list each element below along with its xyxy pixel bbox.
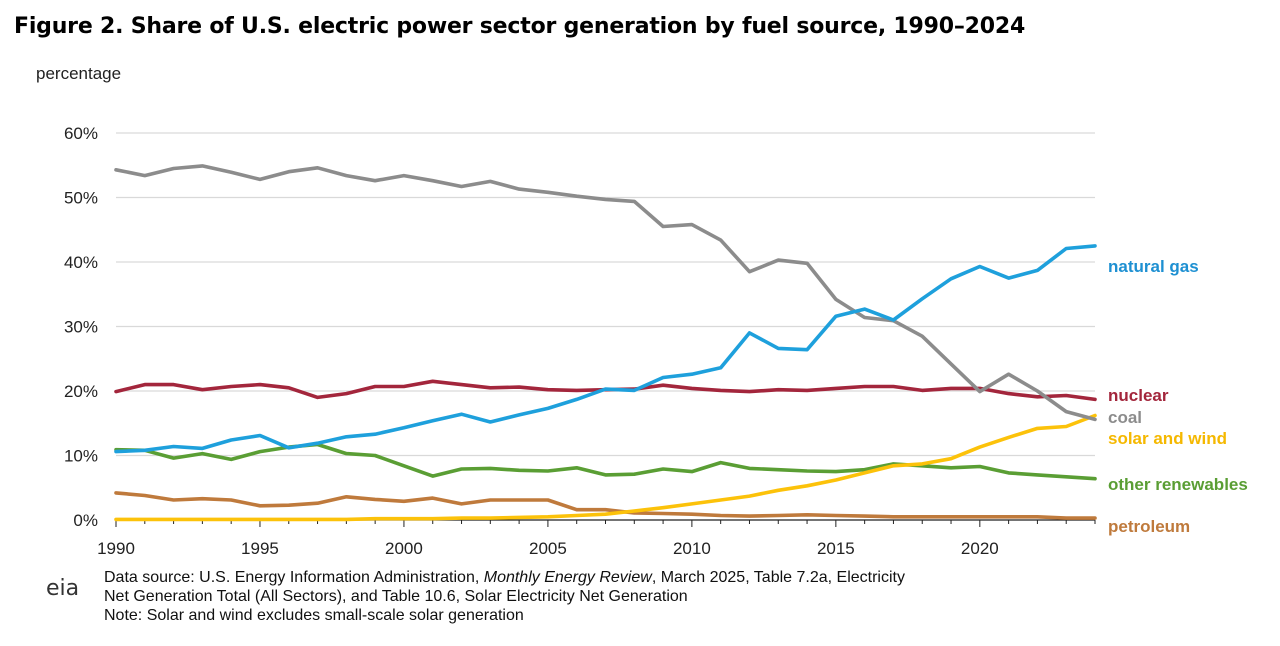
x-tick-label: 1990 — [97, 539, 135, 558]
y-tick-label: 60% — [64, 124, 98, 143]
x-tick-label: 1995 — [241, 539, 279, 558]
y-tick-label: 30% — [64, 318, 98, 337]
end-label-petroleum: petroleum — [1108, 517, 1190, 536]
source-prefix: Data source: U.S. Energy Information Adm… — [104, 569, 484, 586]
series-line-natural-gas — [114, 244, 1097, 454]
end-label-nuclear: nuclear — [1108, 386, 1169, 405]
end-label-coal: coal — [1108, 408, 1142, 427]
x-tick-label: 2010 — [673, 539, 711, 558]
y-axis-ticks: 0% 10% 20% 30% 40% 50% 60% — [64, 124, 98, 530]
figure-title: Figure 2. Share of U.S. electric power s… — [14, 14, 1026, 39]
x-axis: 1990 1995 2000 2005 2010 2015 2020 — [97, 519, 1096, 558]
y-tick-label: 10% — [64, 447, 98, 466]
x-tick-label: 2000 — [385, 539, 423, 558]
end-label-solar-and-wind: solar and wind — [1108, 429, 1227, 448]
y-tick-label: 0% — [73, 511, 98, 530]
eia-logo: eia — [46, 576, 80, 601]
source-publication: Monthly Energy Review — [483, 569, 652, 586]
series-line-petroleum — [114, 491, 1097, 520]
source-line-2: Net Generation Total (All Sectors), and … — [104, 588, 688, 605]
x-tick-label: 2005 — [529, 539, 567, 558]
source-suffix: , March 2025, Table 7.2a, Electricity — [651, 569, 905, 586]
series-lines — [114, 164, 1097, 522]
series-line-other-renewables — [114, 442, 1097, 481]
series-line-solar-and-wind — [114, 413, 1097, 522]
end-label-other-renewables: other renewables — [1108, 475, 1248, 494]
y-tick-label: 20% — [64, 382, 98, 401]
footer-note: Note: Solar and wind excludes small-scal… — [104, 607, 524, 624]
gridlines — [116, 132, 1095, 457]
y-tick-label: 50% — [64, 189, 98, 208]
end-label-natural-gas: natural gas — [1108, 257, 1199, 276]
series-end-labels: natural gas nuclear coal solar and wind othe… — [1108, 257, 1248, 536]
y-axis-unit-label: percentage — [36, 64, 122, 83]
x-tick-label: 2015 — [817, 539, 855, 558]
x-tick-label: 2020 — [961, 539, 999, 558]
chart-footer: Data source: U.S. Energy Information Adm… — [104, 568, 905, 625]
y-tick-label: 40% — [64, 253, 98, 272]
series-line-coal — [114, 164, 1097, 422]
source-line-1: Data source: U.S. Energy Information Adm… — [104, 568, 905, 587]
line-chart: 0% 10% 20% 30% 40% 50% 60% 1990 1995 2000 2005 201… — [64, 124, 1248, 558]
